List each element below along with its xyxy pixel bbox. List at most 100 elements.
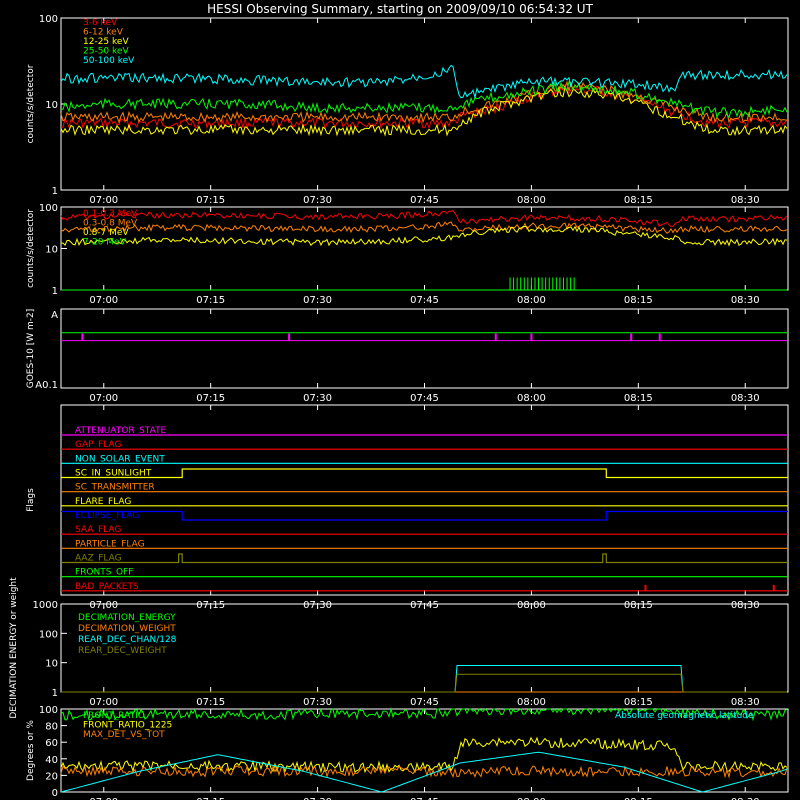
series-line xyxy=(60,210,788,227)
y-axis-label: DECIMATION ENERGY or weight xyxy=(9,577,19,719)
x-tick-label: 07:00 xyxy=(89,697,118,708)
flag-label: SC_TRANSMITTER xyxy=(75,483,155,493)
flag-label: SAA_FLAG xyxy=(75,525,121,535)
series-line xyxy=(60,80,788,119)
y-tick-label: 0 xyxy=(52,788,58,799)
panel-6: 07:00 07:15 07:30 07:45 08:00 08:15 08:30 Degre… xyxy=(26,705,789,800)
legend-entry: 0.3-0.8 MeV xyxy=(83,219,138,229)
x-tick-label: 08:00 xyxy=(517,195,546,206)
x-tick-label: 08:15 xyxy=(624,295,653,306)
legend-entry: 50-100 keV xyxy=(83,56,135,66)
x-tick-label: 07:30 xyxy=(303,797,332,800)
y-tick-label: 100 xyxy=(39,705,58,716)
legend-entry: DECIMATION_WEIGHT xyxy=(78,624,176,634)
panel-4: 07:00 07:15 07:30 07:45 08:00 08:15 08:30Flags… xyxy=(26,404,789,611)
flag-label: ATTENUATOR_STATE xyxy=(75,426,167,436)
flag-line xyxy=(61,553,788,564)
y-tick-label: A xyxy=(51,310,58,321)
series-line xyxy=(60,751,788,793)
y-tick-label: 100 xyxy=(39,203,58,214)
flag-label: ECLIPSE_FLAG xyxy=(75,511,139,521)
flag-label: SC_IN_SUNLIGHT xyxy=(75,469,152,479)
series-line xyxy=(60,221,788,234)
x-tick-label: 07:15 xyxy=(196,697,225,708)
series-line xyxy=(60,83,788,131)
legend-entry: MAX_DET_VS_TOT xyxy=(83,730,165,740)
series-line xyxy=(60,764,788,779)
legend-entry: FRONT_RATIO xyxy=(83,711,145,721)
legend-entry: REAR_DEC_CHAN/128 xyxy=(78,635,177,645)
y-tick-label: 1 xyxy=(52,286,58,297)
x-tick-label: 07:45 xyxy=(410,797,439,800)
x-tick-label: 08:30 xyxy=(731,697,760,708)
y-tick-label: 100 xyxy=(39,629,58,640)
flag-label: AAZ_FLAG xyxy=(75,554,122,564)
x-tick-label: 08:00 xyxy=(517,295,546,306)
series-line xyxy=(60,736,788,774)
x-tick-label: 07:30 xyxy=(303,195,332,206)
x-tick-label: 07:45 xyxy=(410,295,439,306)
x-tick-label: 07:00 xyxy=(89,295,118,306)
y-tick-label: 10 xyxy=(45,659,58,670)
x-tick-label: 07:45 xyxy=(410,195,439,206)
legend-entry: 0.1-0.3 MeV xyxy=(83,209,138,219)
legend-entry: 25-50 keV xyxy=(83,47,129,57)
y-tick-label: 1 xyxy=(52,186,58,197)
x-tick-label: 08:30 xyxy=(731,195,760,206)
legend-entry: DECIMATION_ENERGY xyxy=(78,613,176,623)
flag-label: PARTICLE_FLAG xyxy=(75,539,145,549)
x-tick-label: 07:15 xyxy=(196,797,225,800)
x-tick-label: 08:15 xyxy=(624,697,653,708)
x-tick-label: 08:30 xyxy=(731,393,760,404)
legend-entry: 12-25 keV xyxy=(83,37,129,47)
x-tick-label: 08:15 xyxy=(624,195,653,206)
x-tick-label: 08:00 xyxy=(517,697,546,708)
series-line xyxy=(60,86,788,137)
x-tick-label: 07:15 xyxy=(196,195,225,206)
x-tick-label: 07:45 xyxy=(410,393,439,404)
x-tick-label: 07:00 xyxy=(89,195,118,206)
x-tick-label: 07:30 xyxy=(303,393,332,404)
x-tick-label: 07:45 xyxy=(410,697,439,708)
series-line xyxy=(60,225,788,247)
x-tick-label: 07:00 xyxy=(89,393,118,404)
flag-line xyxy=(61,468,788,479)
x-tick-label: 07:15 xyxy=(196,295,225,306)
x-tick-label: 08:30 xyxy=(731,797,760,800)
y-axis-label: Degrees or % xyxy=(26,720,36,781)
figure-title: HESSI Observing Summary, starting on 200… xyxy=(207,2,593,16)
y-axis-label: counts/s/detector xyxy=(26,64,36,143)
flag-label: BAD_PACKETS xyxy=(75,582,139,592)
flag-label: FRONTS_OFF xyxy=(75,568,133,578)
panel-3: 07:00 07:15 07:30 07:45 08:00 08:15 08:30 GOES-… xyxy=(26,308,789,404)
x-tick-label: 07:15 xyxy=(196,393,225,404)
x-tick-label: 08:15 xyxy=(624,797,653,800)
series-line xyxy=(61,673,787,693)
series-line xyxy=(60,64,788,100)
legend-entry: FRONT_RATIO_1225 xyxy=(83,721,172,731)
flag-label: FLARE_FLAG xyxy=(75,497,131,507)
flag-label: GAP_FLAG xyxy=(75,440,121,450)
x-tick-label: 08:00 xyxy=(517,797,546,800)
y-tick-label: 1000 xyxy=(33,600,58,611)
x-tick-label: 08:30 xyxy=(731,295,760,306)
y-tick-label: 10 xyxy=(45,245,58,256)
x-tick-label: 07:30 xyxy=(303,697,332,708)
flag-label: NON_SOLAR_EVENT xyxy=(75,454,165,464)
annotation-label: Absolute geomagnetic latitude xyxy=(615,711,754,721)
y-tick-label: 10 xyxy=(45,100,58,111)
panels: 07:00 07:15 07:30 07:45 08:00 08:15 08:30 count… xyxy=(9,14,789,800)
legend-entry: 0.8-7 MeV xyxy=(83,228,129,238)
y-tick-label: 1 xyxy=(52,688,58,699)
y-axis-label: GOES-10 [W m-2] xyxy=(26,309,36,389)
y-tick-label: 20 xyxy=(45,771,58,782)
y-tick-label: 60 xyxy=(45,738,58,749)
panel-1: 07:00 07:15 07:30 07:45 08:00 08:15 08:30 count… xyxy=(26,14,789,206)
legend-entry: REAR_DEC_WEIGHT xyxy=(78,646,167,656)
y-tick-label: 100 xyxy=(39,14,58,25)
flag-line xyxy=(61,510,788,521)
y-tick-label: 40 xyxy=(45,755,58,766)
legend-entry: 3-6 keV xyxy=(83,18,118,28)
